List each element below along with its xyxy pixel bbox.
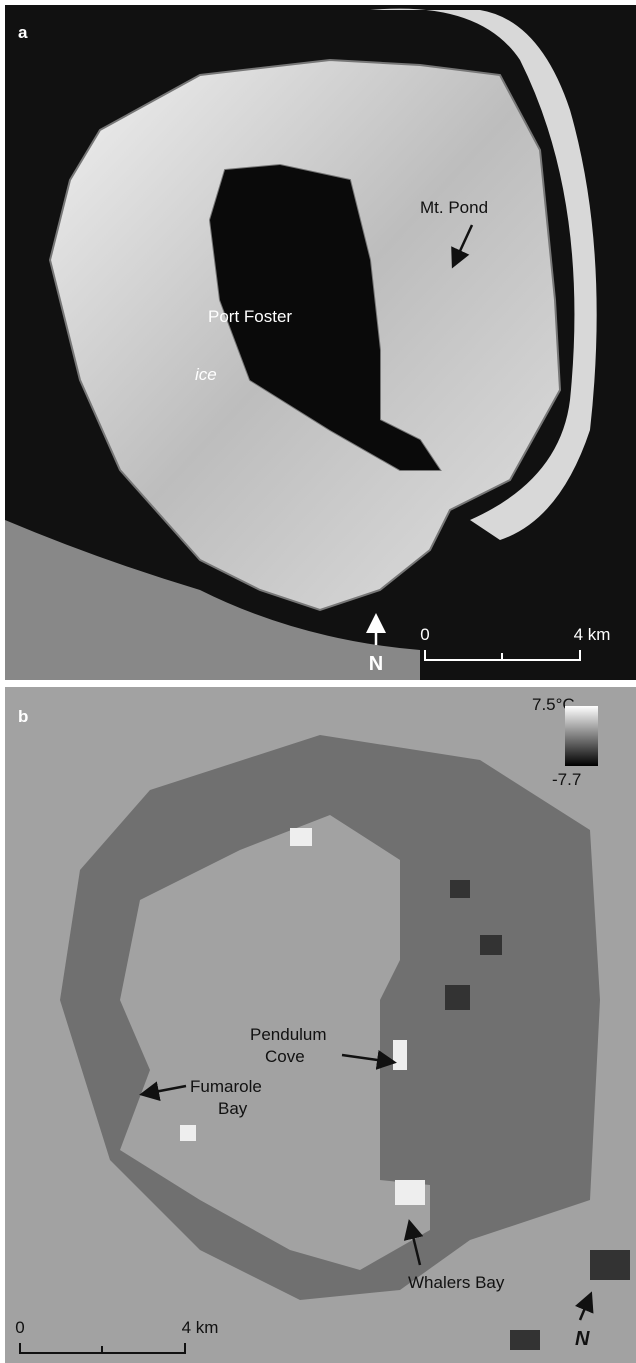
place-label: Pendulum <box>250 1025 327 1044</box>
scale-label: 4 km <box>574 625 611 644</box>
north-label: N <box>369 653 383 675</box>
panel-b: b 7.5°C -7.7 Pendulum Cove Fumarole Bay … <box>5 687 636 1363</box>
scale-label: 0 <box>15 1318 24 1337</box>
figure: a Port Foster ice Mt. Pond N 0 4 km b 7.… <box>0 0 636 1363</box>
colorbar-min: -7.7 <box>552 770 581 789</box>
place-label: Cove <box>265 1047 305 1066</box>
panel-a: a Port Foster ice Mt. Pond N 0 4 km <box>5 5 636 680</box>
north-label: N <box>575 1328 590 1350</box>
panel-label: b <box>18 707 28 726</box>
panel-label: a <box>18 23 28 42</box>
place-label: Whalers Bay <box>408 1273 505 1292</box>
place-label: ice <box>195 365 217 384</box>
scale-label: 0 <box>420 625 429 644</box>
colorbar <box>565 706 598 766</box>
place-label: Mt. Pond <box>420 198 488 217</box>
place-label: Bay <box>218 1099 248 1118</box>
scale-label: 4 km <box>182 1318 219 1337</box>
place-label: Fumarole <box>190 1077 262 1096</box>
place-label: Port Foster <box>208 307 292 326</box>
